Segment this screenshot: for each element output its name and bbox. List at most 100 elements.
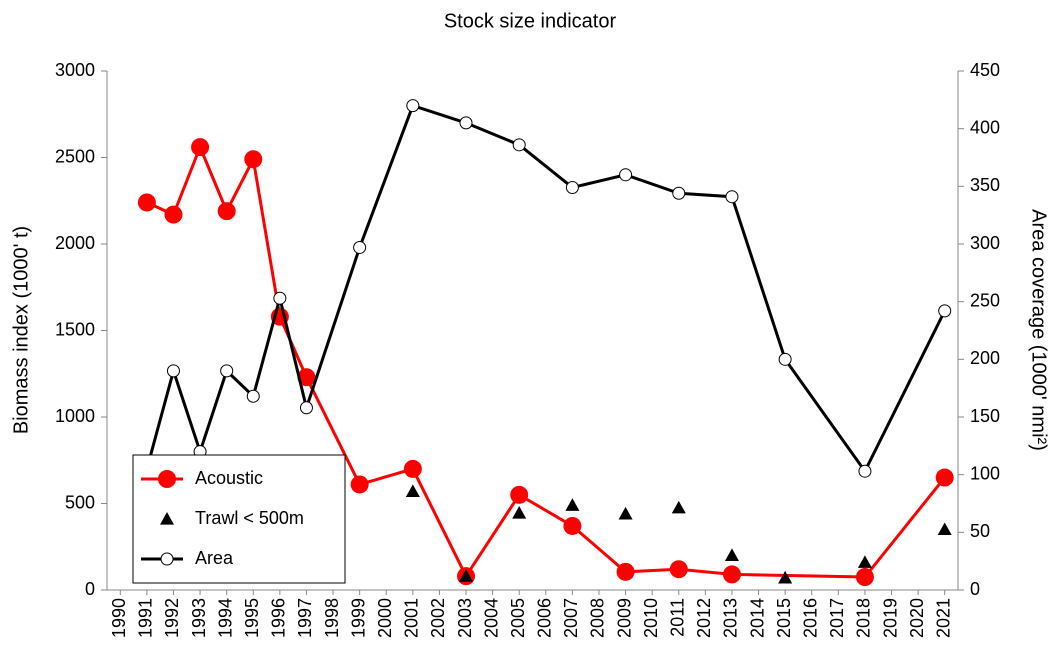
- point: [406, 99, 420, 113]
- point: [166, 364, 180, 378]
- y2-tick-label: 450: [970, 60, 1000, 80]
- x-tick-label: 2012: [694, 598, 714, 638]
- x-tick-label: 2002: [428, 598, 448, 638]
- x-tick-label: 2015: [774, 598, 794, 638]
- chart-title: Stock size indicator: [444, 10, 617, 32]
- y-tick-label: 500: [65, 492, 95, 512]
- y-tick-label: 0: [85, 579, 95, 599]
- point: [273, 291, 287, 305]
- x-tick-label: 2020: [907, 598, 927, 638]
- legend-label: Area: [195, 548, 234, 568]
- x-tick-label: 2017: [827, 598, 847, 638]
- triangle-marker: [160, 512, 174, 525]
- point: [164, 205, 183, 224]
- x-tick-label: 1995: [242, 598, 262, 638]
- point: [299, 401, 313, 415]
- point: [725, 190, 739, 204]
- point: [403, 459, 422, 478]
- x-tick-label: 2021: [933, 598, 953, 638]
- point: [669, 560, 688, 579]
- point: [616, 562, 635, 581]
- x-tick-label: 1999: [348, 598, 368, 638]
- y2-axis-label: Area coverage (1000' nmi²): [1028, 209, 1050, 451]
- point: [858, 464, 872, 478]
- point: [565, 180, 579, 194]
- x-tick-label: 2010: [641, 598, 661, 638]
- point: [297, 368, 316, 387]
- point: [217, 202, 236, 221]
- point: [935, 468, 954, 487]
- point: [722, 565, 741, 584]
- triangle-marker: [778, 570, 793, 584]
- point: [512, 138, 526, 152]
- y-axis-label: Biomass index (1000' t): [10, 226, 32, 434]
- x-tick-label: 2000: [375, 598, 395, 638]
- point: [619, 168, 633, 182]
- x-tick-label: 1996: [269, 598, 289, 638]
- triangle-marker: [857, 555, 872, 568]
- x-tick-label: 2013: [721, 598, 741, 638]
- y-tick-label: 1500: [55, 319, 95, 339]
- x-tick-label: 2007: [561, 598, 581, 638]
- point: [563, 516, 582, 535]
- point: [191, 138, 210, 157]
- y-tick-label: 2500: [55, 146, 95, 166]
- point: [220, 364, 234, 378]
- x-tick-label: 1994: [215, 598, 235, 638]
- y-tick-label: 1000: [55, 406, 95, 426]
- triangle-marker: [405, 484, 420, 497]
- series-line: [145, 103, 947, 475]
- triangle-marker: [671, 500, 686, 514]
- y-tick-label: 2000: [55, 233, 95, 253]
- point: [778, 352, 792, 366]
- legend-label: Trawl < 500m: [195, 508, 304, 528]
- x-tick-label: 2004: [481, 598, 501, 638]
- x-tick-label: 2019: [880, 598, 900, 638]
- legend-label: Acoustic: [195, 468, 263, 488]
- triangle-marker: [724, 548, 739, 561]
- x-tick-label: 2014: [747, 598, 767, 638]
- point: [672, 186, 686, 200]
- triangle-marker: [565, 498, 580, 511]
- y2-tick-label: 400: [970, 117, 1000, 137]
- x-tick-label: 2009: [614, 598, 634, 638]
- x-tick-label: 2008: [588, 598, 608, 638]
- y2-tick-label: 300: [970, 233, 1000, 253]
- point: [137, 193, 156, 212]
- x-tick-label: 1997: [295, 598, 315, 638]
- point: [246, 389, 260, 403]
- triangle-marker: [618, 506, 633, 520]
- x-tick-label: 2018: [854, 598, 874, 638]
- y2-tick-label: 200: [970, 348, 1000, 368]
- x-tick-label: 1998: [322, 598, 342, 638]
- y2-tick-label: 100: [970, 463, 1000, 483]
- point: [510, 485, 529, 504]
- x-tick-label: 2011: [668, 598, 688, 637]
- point: [158, 470, 176, 488]
- x-tick-label: 2006: [535, 598, 555, 638]
- y-tick-label: 3000: [55, 60, 95, 80]
- point: [244, 150, 263, 169]
- x-tick-label: 2003: [455, 598, 475, 638]
- y2-tick-label: 0: [970, 579, 980, 599]
- y2-tick-label: 150: [970, 406, 1000, 426]
- x-tick-label: 2005: [508, 598, 528, 638]
- triangle-marker: [459, 569, 474, 582]
- point: [938, 304, 952, 318]
- y2-tick-label: 50: [970, 521, 990, 541]
- point: [350, 475, 369, 494]
- x-tick-label: 1993: [189, 598, 209, 638]
- x-tick-label: 1991: [136, 598, 156, 638]
- point: [855, 568, 874, 587]
- triangle-marker: [937, 522, 952, 536]
- x-tick-label: 1990: [109, 598, 129, 638]
- y2-tick-label: 350: [970, 175, 1000, 195]
- x-tick-label: 2001: [402, 598, 422, 638]
- x-tick-label: 1992: [162, 598, 182, 638]
- point: [353, 240, 367, 254]
- point: [459, 116, 473, 130]
- y2-tick-label: 250: [970, 290, 1000, 310]
- point: [160, 552, 174, 566]
- x-tick-label: 2016: [800, 598, 820, 638]
